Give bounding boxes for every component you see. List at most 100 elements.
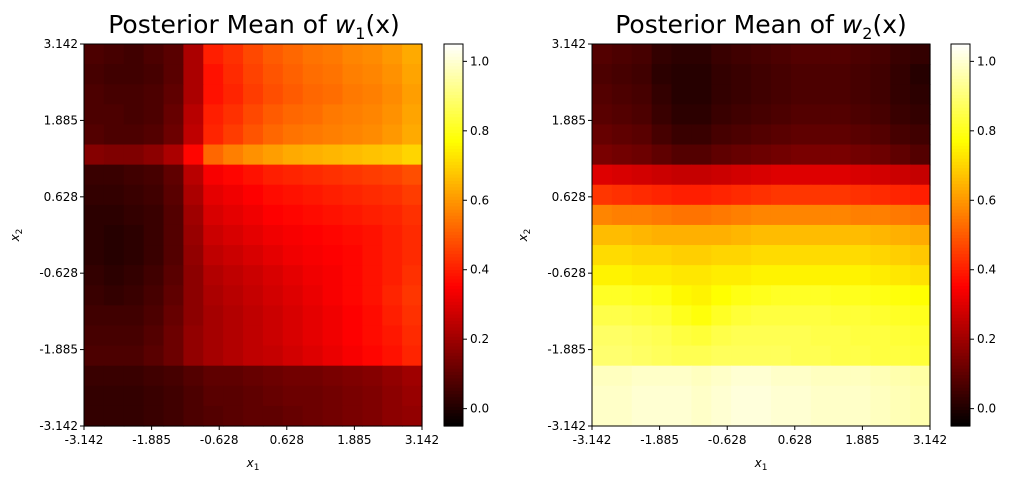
colorbar-segment <box>444 289 463 293</box>
x-axis-ticks: -3.142 -1.885 -0.628 0.628 1.885 3.142 <box>573 426 947 447</box>
heatmap-cell <box>143 124 165 146</box>
colorbar-segment <box>444 400 463 405</box>
heatmap-cell <box>402 104 423 126</box>
heatmap-cell <box>163 44 185 65</box>
colorbar-segment <box>951 212 970 217</box>
heatmap-cell <box>651 164 673 186</box>
heatmap-cell <box>382 345 403 367</box>
colorbar-tick-label: 0.0 <box>977 402 996 416</box>
heatmap-cell <box>830 305 852 327</box>
heatmap-cell <box>671 265 693 286</box>
heatmap-cell <box>243 245 264 266</box>
colorbar-segment <box>444 117 463 121</box>
heatmap-cell <box>592 245 613 266</box>
colorbar-segment <box>951 47 970 51</box>
colorbar-segment <box>444 254 463 258</box>
colorbar-segment <box>444 136 463 141</box>
heatmap-cell <box>651 84 673 105</box>
heatmap-cell <box>84 44 105 65</box>
colorbar-segment <box>444 104 463 109</box>
heatmap-cell <box>103 204 125 226</box>
heatmap-cell <box>223 204 244 226</box>
heatmap-cell <box>282 104 304 126</box>
heatmap-cell <box>223 84 244 105</box>
heatmap-cell <box>282 345 304 367</box>
heatmap-cell <box>611 104 633 126</box>
heatmap-cell <box>691 44 712 65</box>
heatmap-cell <box>890 405 911 427</box>
heatmap-cell <box>592 144 613 166</box>
heatmap-cell <box>731 84 752 105</box>
heatmap-cell <box>103 345 125 367</box>
heatmap-cell <box>123 385 145 407</box>
heatmap-cell <box>262 305 284 327</box>
heatmap-cell <box>183 104 204 126</box>
heatmap-cell <box>671 184 693 206</box>
heatmap-cell <box>810 265 832 286</box>
heatmap-cell <box>711 405 732 427</box>
colorbar-segment <box>951 270 970 274</box>
colorbar-tick-label: 0.0 <box>470 402 489 416</box>
heatmap-cell <box>262 44 284 65</box>
heatmap-cell <box>592 164 613 186</box>
colorbar-segment <box>951 158 970 163</box>
colorbar-segment <box>951 413 970 418</box>
heatmap-cell <box>342 245 363 266</box>
heatmap-cell <box>711 164 732 186</box>
heatmap-cell <box>84 164 105 186</box>
colorbar-segment <box>444 263 463 268</box>
heatmap-cell <box>631 204 653 226</box>
heatmap-cell <box>592 184 613 206</box>
heatmap-cell <box>592 285 613 306</box>
heatmap-cell <box>592 64 613 85</box>
colorbar-segment <box>444 168 463 172</box>
heatmap-cell <box>830 285 852 306</box>
heatmap-cell <box>362 305 383 327</box>
colorbar-segment <box>444 235 463 239</box>
y-axis-ticks: -3.142 -1.885 -0.628 0.628 1.885 3.142 <box>39 37 84 433</box>
colorbar: 0.0 0.2 0.4 0.6 0.8 1.0 <box>950 43 996 427</box>
colorbar-segment <box>444 365 463 370</box>
heatmap-cell <box>262 84 284 105</box>
colorbar-segment <box>444 53 463 58</box>
heatmap-cell <box>203 345 224 367</box>
colorbar-segment <box>951 231 970 236</box>
plot-frame <box>591 43 931 427</box>
colorbar-segment <box>444 333 463 338</box>
heatmap-cell <box>830 104 852 126</box>
colorbar-tick-label: 1.0 <box>470 54 489 68</box>
heatmap-cell <box>870 104 891 126</box>
heatmap-cell <box>103 44 125 65</box>
heatmap-cell <box>302 365 324 387</box>
colorbar-tick-label: 0.8 <box>470 124 489 138</box>
heatmap-cell <box>631 184 653 206</box>
colorbar-segment <box>951 263 970 268</box>
colorbar-segment <box>951 75 970 80</box>
heatmap-cell <box>810 144 832 166</box>
heatmap-cell <box>163 184 185 206</box>
heatmap-cell <box>282 245 304 266</box>
colorbar-segment <box>444 215 463 220</box>
heatmap-cell <box>830 385 852 407</box>
colorbar-segment <box>951 209 970 214</box>
heatmap-cell <box>123 325 145 347</box>
heatmap-cell <box>342 144 363 166</box>
colorbar-tick-label: 0.6 <box>977 193 996 207</box>
heatmap-cell <box>651 124 673 146</box>
colorbar-segment <box>444 114 463 118</box>
heatmap-cell <box>302 224 324 246</box>
heatmap-cell <box>322 164 344 186</box>
heatmap-cell <box>183 305 204 327</box>
colorbar-segment <box>951 247 970 252</box>
heatmap-cell <box>302 204 324 226</box>
heatmap-cell <box>143 104 165 126</box>
heatmap-cell <box>123 405 145 427</box>
heatmap-cell <box>770 184 792 206</box>
colorbar-segment <box>444 406 463 411</box>
heatmap-cell <box>342 104 363 126</box>
colorbar-segment <box>951 375 970 379</box>
heatmap-cell <box>691 144 712 166</box>
heatmap-cell <box>770 64 792 85</box>
heatmap-cell <box>850 164 871 186</box>
